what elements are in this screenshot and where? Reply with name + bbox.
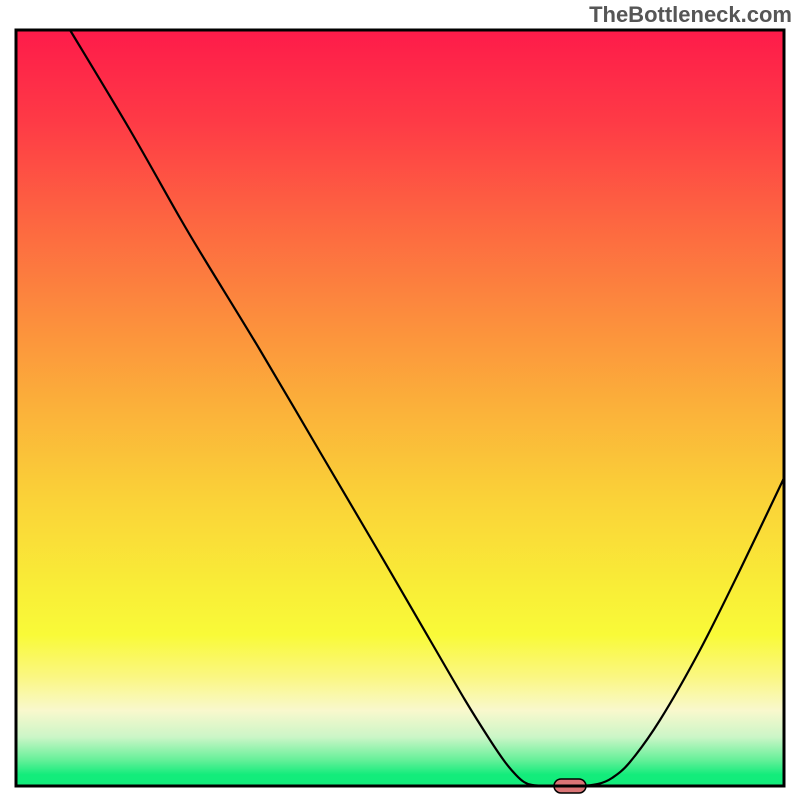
watermark-text: TheBottleneck.com [589,2,792,28]
bottleneck-chart [0,0,800,800]
plot-background [16,30,784,786]
chart-svg [0,0,800,800]
